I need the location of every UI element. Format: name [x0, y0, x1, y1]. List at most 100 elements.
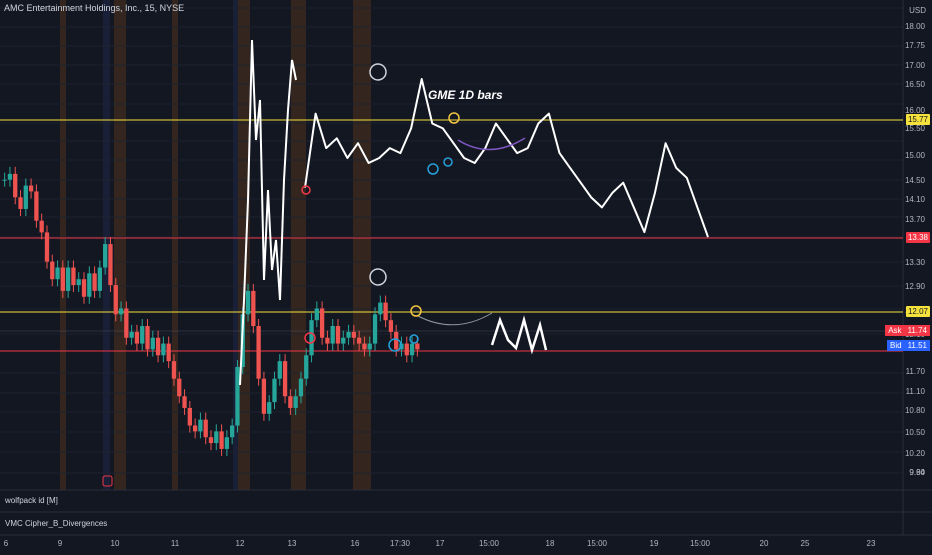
ask-tag: Ask 11.74 — [885, 325, 930, 336]
amc-candle — [304, 355, 309, 379]
signal-circle-0 — [369, 63, 387, 81]
amc-candle — [230, 425, 235, 438]
y-tick-label: 9.90 — [909, 468, 925, 477]
symbol-title[interactable]: AMC Entertainment Holdings, Inc., 15, NY… — [4, 3, 185, 13]
x-tick-label: 19 — [650, 539, 659, 548]
x-tick-label: 17 — [436, 539, 445, 548]
amc-candle — [124, 308, 129, 338]
amc-candle — [166, 343, 171, 362]
amc-candle — [203, 419, 208, 438]
session-band-2 — [114, 0, 126, 490]
amc-candle — [108, 244, 113, 286]
amc-candle — [282, 361, 288, 397]
amc-candle — [192, 425, 198, 432]
y-tick-label: 11.70 — [906, 367, 926, 376]
amc-candle — [214, 431, 219, 444]
bid-tag: Bid 11.51 — [887, 340, 930, 351]
amc-candle — [261, 378, 267, 414]
amc-candle — [87, 273, 92, 297]
amc-candle — [251, 290, 256, 327]
indicator-label-vmc[interactable]: VMC Cipher_B_Divergences — [5, 519, 108, 528]
amc-candle — [256, 326, 261, 379]
x-tick-label: 12 — [236, 539, 245, 548]
amc-candle — [129, 331, 134, 338]
amc-candle — [415, 343, 420, 350]
currency-label: USD — [909, 6, 926, 15]
gme-spike-line — [239, 39, 297, 386]
amc-candle — [208, 437, 214, 444]
amc-candle — [235, 366, 240, 426]
signal-circle-6 — [304, 332, 316, 344]
indicator-label-wolfpack[interactable]: wolfpack id [M] — [5, 496, 58, 505]
y-tick-label: 18.00 — [905, 22, 926, 31]
y-tick-label: 14.10 — [905, 195, 926, 204]
amc-candle — [39, 220, 44, 233]
amc-candle — [298, 378, 304, 397]
x-tick-label: 6 — [4, 539, 9, 548]
amc-candle — [362, 343, 367, 350]
x-tick-label: 13 — [288, 539, 297, 548]
signal-circle-8 — [388, 338, 402, 352]
y-tick-label: 11.10 — [906, 387, 926, 396]
amc-candle — [267, 402, 272, 414]
amc-candle — [198, 419, 203, 432]
signal-circle-7 — [410, 305, 422, 317]
signal-circle-5 — [369, 268, 387, 286]
amc-candle — [155, 337, 161, 356]
price-tag-red-upper: 13.38 — [905, 232, 930, 243]
amc-candle — [341, 337, 346, 344]
signal-circle-9 — [409, 334, 419, 344]
amc-candle — [55, 267, 60, 280]
x-tick-label: 17:30 — [390, 539, 411, 548]
amc-candle — [378, 302, 383, 315]
amc-candle — [18, 197, 23, 209]
y-tick-label: 10.20 — [905, 449, 926, 458]
bid-label: Bid — [887, 340, 905, 351]
amc-candle — [28, 185, 34, 192]
amc-candle — [140, 326, 145, 344]
amc-candle — [113, 285, 118, 315]
amc-candle — [404, 343, 409, 356]
amc-candle — [219, 431, 224, 449]
price-tag-yellow-lower: 12.07 — [905, 306, 930, 317]
x-tick-label: 10 — [111, 539, 120, 548]
session-band-3 — [172, 0, 178, 490]
lower-pane-bg — [0, 490, 932, 550]
amc-candle — [372, 314, 378, 344]
amc-candle — [81, 279, 87, 297]
amc-candle — [367, 343, 372, 350]
ask-label: Ask — [885, 325, 905, 336]
x-tick-label: 23 — [867, 539, 876, 548]
amc-candle — [335, 326, 341, 344]
amc-candle — [277, 361, 282, 379]
y-tick-label: 15.50 — [905, 124, 926, 133]
signal-circle-2 — [448, 112, 460, 124]
gme-annotation: GME 1D bars — [428, 88, 503, 102]
amc-candle — [346, 331, 351, 338]
amc-candle — [92, 273, 97, 291]
amc-candle — [325, 337, 330, 344]
x-tick-label: 25 — [801, 539, 810, 548]
x-tick-label: 16 — [351, 539, 360, 548]
signal-circle-4 — [443, 157, 453, 167]
amc-candle — [76, 279, 81, 286]
amc-candle — [103, 244, 108, 268]
amc-candle — [7, 173, 13, 180]
amc-candle — [71, 267, 76, 286]
x-tick-label: 15:00 — [479, 539, 500, 548]
amc-candle — [145, 326, 150, 350]
amc-candle — [245, 290, 251, 315]
y-tick-label: 14.50 — [905, 176, 926, 185]
amc-candle — [13, 173, 18, 198]
y-tick-label: 9.64 — [909, 468, 925, 477]
y-tick-label: 16.00 — [905, 106, 926, 115]
projection-zigzag — [490, 315, 548, 355]
amc-candle — [23, 185, 28, 209]
amc-candle — [330, 326, 335, 344]
y-tick-label: 17.00 — [905, 61, 926, 70]
amc-candle — [224, 437, 230, 449]
amc-candle — [161, 343, 166, 356]
cup-curve — [457, 137, 526, 151]
